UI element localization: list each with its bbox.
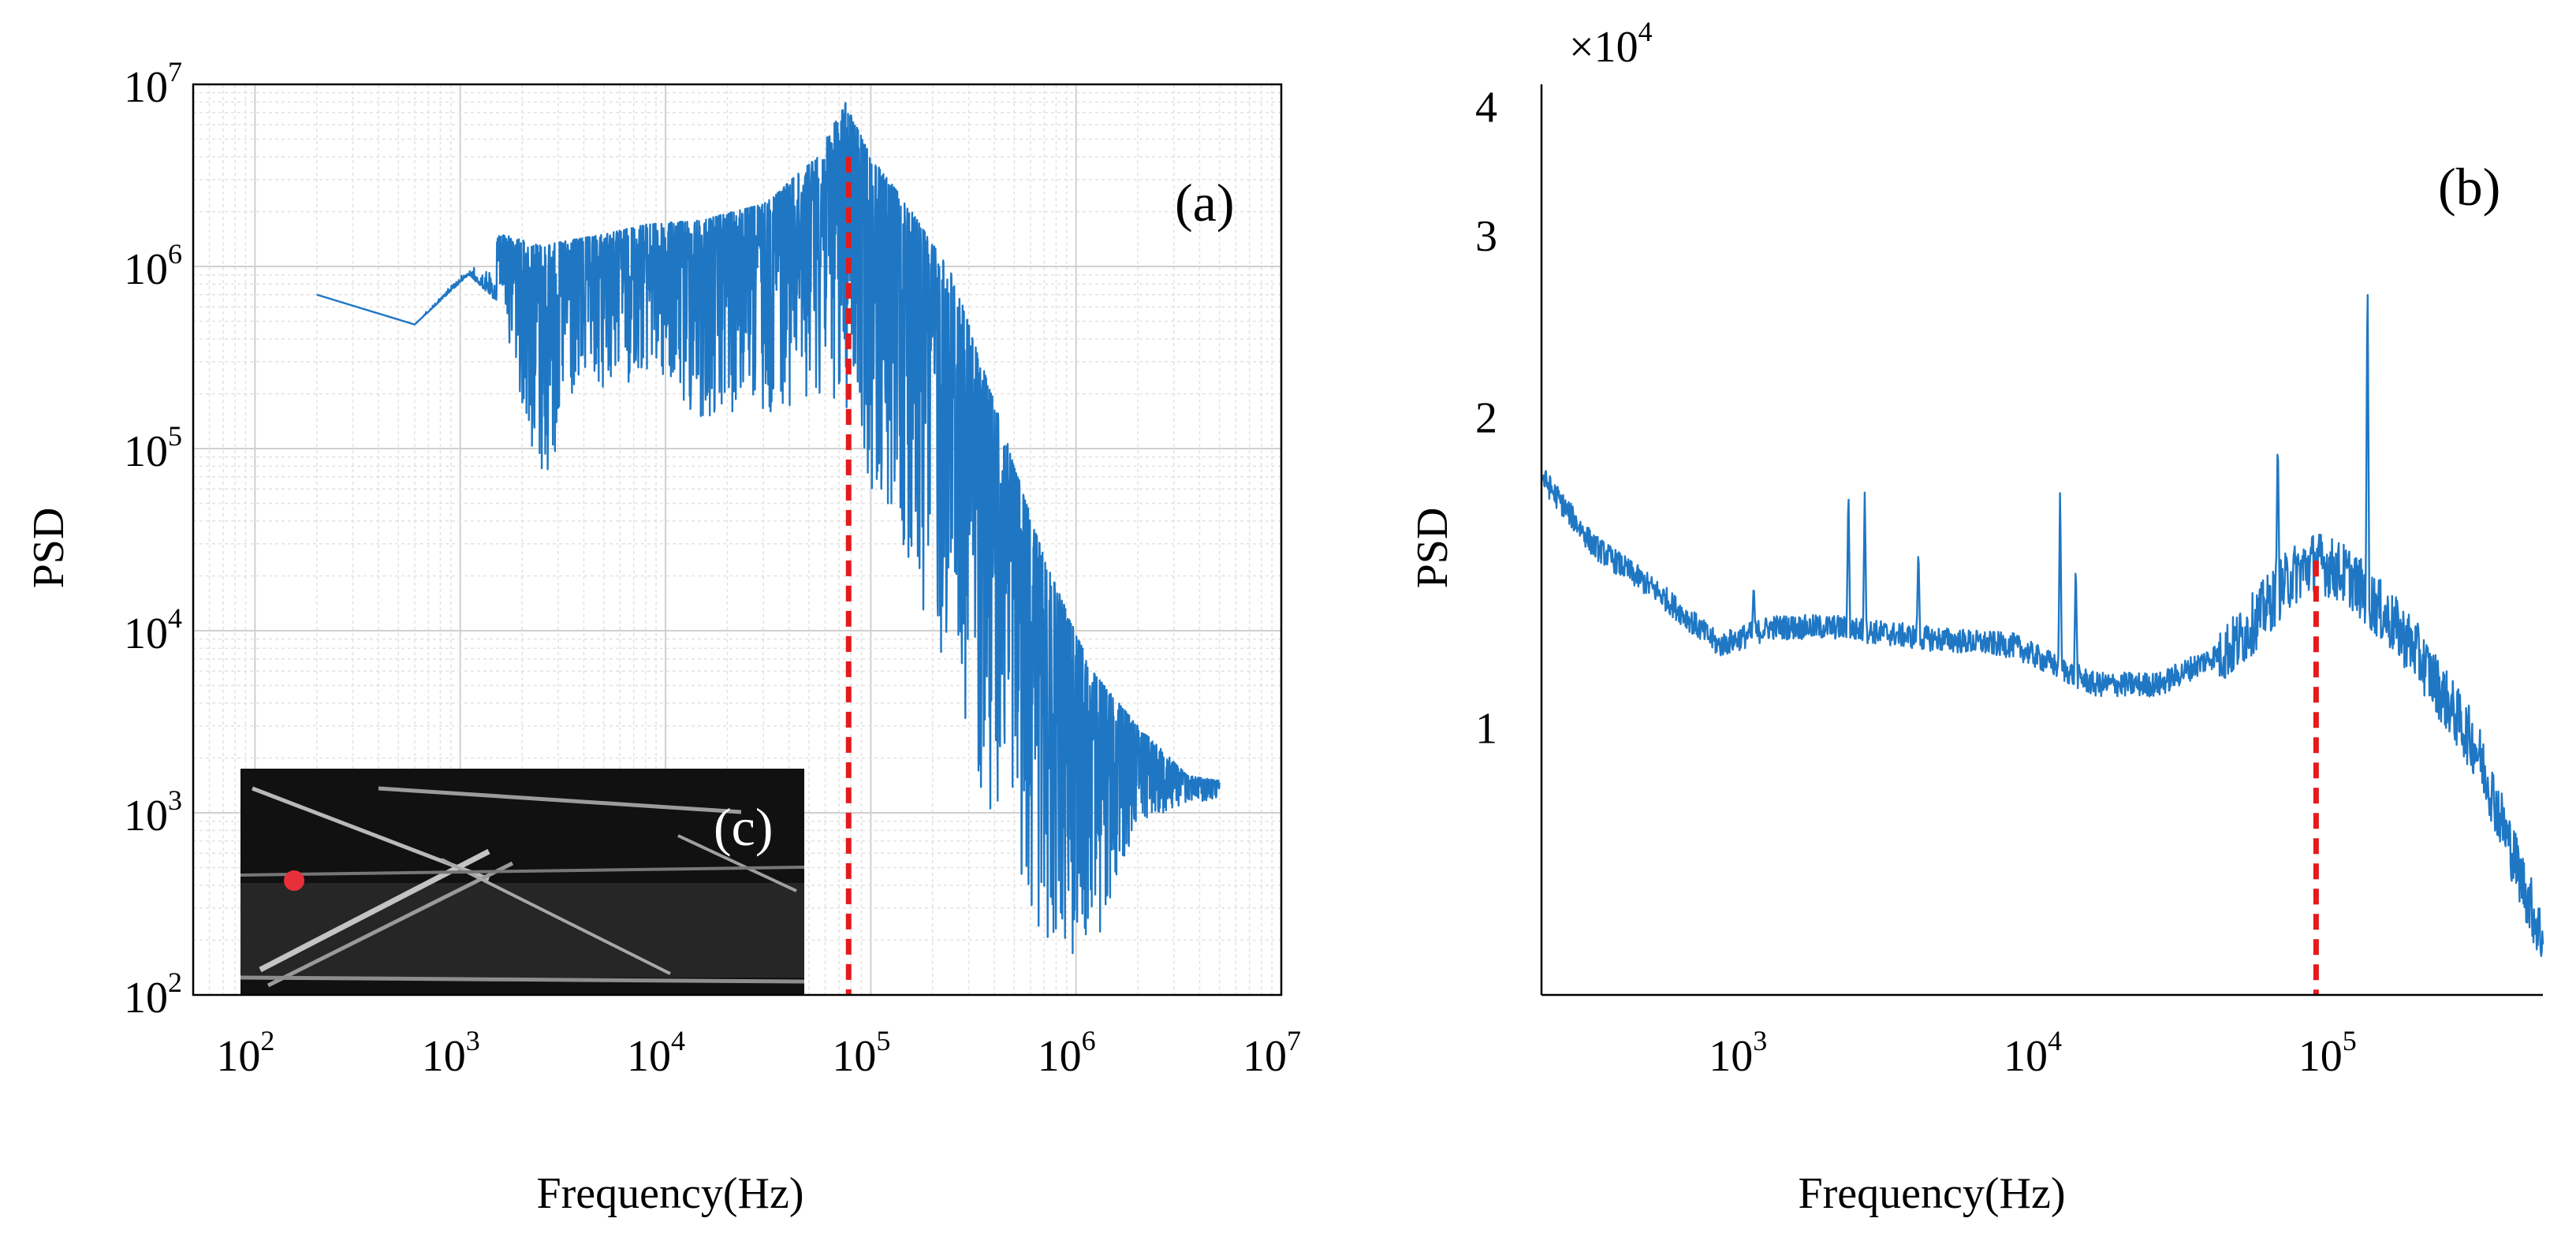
panel-b-label: (b) xyxy=(2438,157,2500,217)
x-tick-label: 103 xyxy=(422,1025,480,1081)
x-tick-label: 102 xyxy=(216,1025,274,1081)
x-tick-label: 104 xyxy=(627,1025,685,1081)
y-tick-label: 102 xyxy=(124,967,182,1023)
y-tick-label: 1 xyxy=(1475,704,1497,753)
panel-a-label: (a) xyxy=(1175,173,1234,233)
panel-b-y-tick-labels: 1 2 3 4 xyxy=(1475,84,1497,754)
y-tick-label: 106 xyxy=(124,238,182,294)
x-tick-label: 105 xyxy=(832,1025,890,1081)
y-tick-label: 2 xyxy=(1475,394,1497,443)
panel-a-x-axis-title: Frequency(Hz) xyxy=(537,1169,804,1218)
y-tick-label: 103 xyxy=(124,784,182,840)
panel-b-y-multiplier: ×104 xyxy=(1569,16,1653,72)
panel-b-y-axis-title: PSD xyxy=(1408,508,1457,589)
y-tick-label: 107 xyxy=(124,56,182,112)
panel-a-axes-frame xyxy=(192,83,1283,997)
panel-a-x-tick-labels: 102 103 104 105 106 107 xyxy=(216,1025,1301,1081)
y-tick-label: 3 xyxy=(1475,212,1497,261)
x-tick-label: 106 xyxy=(1038,1025,1096,1081)
panel-b-psd-series xyxy=(1540,294,2544,957)
panel-c-inset-image xyxy=(240,769,805,995)
x-tick-label: 104 xyxy=(2004,1025,2062,1081)
panel-c-probe-point xyxy=(284,870,304,891)
x-tick-label: 107 xyxy=(1243,1025,1301,1081)
panel-b-chart: 103 104 105 1 2 3 4 ×104 Frequency(Hz) PSD (b… xyxy=(1408,16,2544,1218)
x-tick-label: 103 xyxy=(1709,1025,1767,1081)
y-tick-label: 4 xyxy=(1475,84,1497,132)
x-tick-label: 105 xyxy=(2298,1025,2357,1081)
panel-a-psd-series xyxy=(316,102,1221,955)
panel-a-y-tick-labels: 102 103 104 105 106 107 xyxy=(124,56,182,1023)
y-tick-label: 105 xyxy=(124,420,182,476)
panel-b-x-axis-title: Frequency(Hz) xyxy=(1799,1169,2066,1218)
y-tick-label: 104 xyxy=(124,602,182,658)
panel-b-x-tick-labels: 103 104 105 xyxy=(1709,1025,2357,1081)
psd-series-line xyxy=(316,102,1221,955)
panel-a-chart: 102 103 104 105 106 107 102 103 104 105 106 107 Fr… xyxy=(24,56,1301,1218)
psd-series-line xyxy=(1540,294,2544,957)
panel-c-label: (c) xyxy=(714,797,773,857)
panel-a-y-axis-title: PSD xyxy=(24,508,73,589)
